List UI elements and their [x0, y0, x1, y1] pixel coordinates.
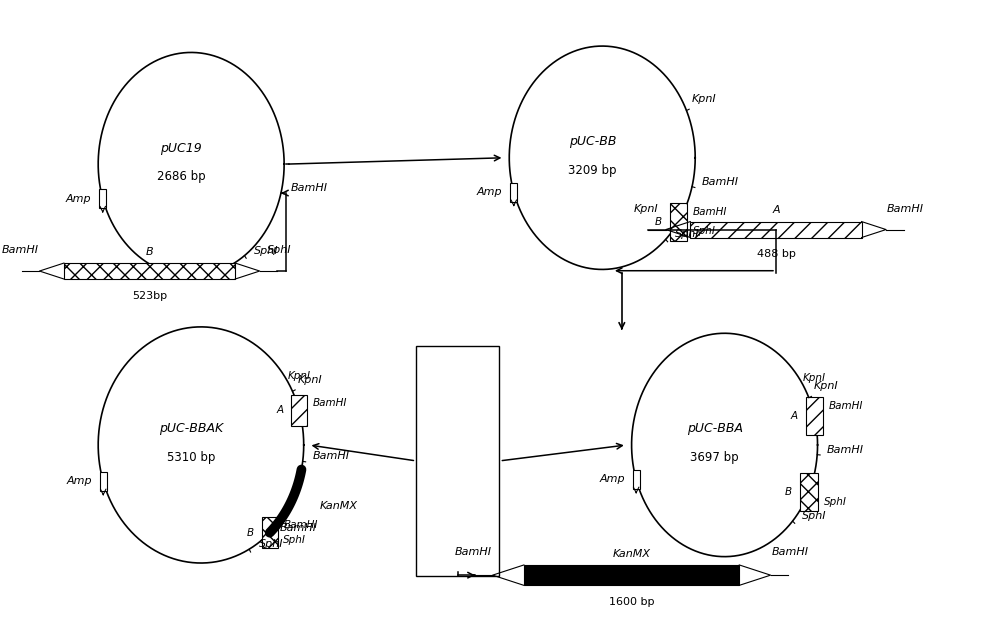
Text: SphI: SphI	[824, 497, 846, 507]
Text: BamHI: BamHI	[280, 522, 317, 533]
Text: BamHI: BamHI	[291, 183, 328, 193]
Bar	[416, 346, 499, 576]
Bar	[100, 472, 107, 491]
Bar	[690, 222, 862, 238]
Text: KanMX: KanMX	[613, 549, 651, 558]
Text: 523bp: 523bp	[132, 290, 167, 301]
Text: SphI: SphI	[267, 246, 292, 255]
Text: B: B	[785, 487, 792, 497]
Text: KanMX: KanMX	[320, 501, 358, 511]
Text: B: B	[655, 217, 662, 227]
Text: A: A	[276, 406, 284, 415]
Text: A: A	[791, 411, 798, 421]
Text: pUC-BBAK: pUC-BBAK	[159, 422, 223, 435]
Text: BamHI: BamHI	[455, 547, 492, 557]
Bar	[291, 395, 307, 426]
Text: BamHI: BamHI	[313, 398, 347, 408]
Text: BamHI: BamHI	[313, 451, 350, 462]
Text: 3697 bp: 3697 bp	[690, 451, 739, 464]
Text: 1600 bp: 1600 bp	[609, 597, 654, 607]
Text: KpnI: KpnI	[691, 94, 716, 104]
Text: 2686 bp: 2686 bp	[157, 171, 206, 183]
Text: pUC19: pUC19	[161, 142, 202, 154]
Text: 488 bp: 488 bp	[757, 249, 795, 259]
Text: BamHI: BamHI	[1, 246, 38, 255]
Bar	[800, 473, 818, 512]
Text: Amp: Amp	[66, 476, 92, 487]
Text: 5310 bp: 5310 bp	[167, 451, 215, 464]
Text: Amp: Amp	[66, 194, 91, 204]
Bar	[633, 470, 640, 489]
Text: BamHI: BamHI	[829, 401, 863, 412]
Bar	[64, 263, 235, 279]
Text: A: A	[772, 205, 780, 215]
Bar	[670, 203, 687, 241]
Text: BamHI: BamHI	[702, 176, 739, 187]
Text: pUC-BBA: pUC-BBA	[687, 422, 743, 435]
Text: KpnI: KpnI	[634, 204, 659, 214]
Text: SphI: SphI	[802, 511, 827, 521]
Text: B: B	[247, 528, 254, 538]
Text: BamHI: BamHI	[827, 445, 864, 454]
Text: Amp: Amp	[599, 474, 625, 485]
Text: KpnI: KpnI	[814, 381, 838, 391]
Text: Amp: Amp	[477, 187, 503, 197]
Text: BamHI: BamHI	[693, 207, 727, 217]
Bar	[510, 183, 517, 202]
Bar	[262, 517, 278, 548]
Text: SphI: SphI	[254, 246, 279, 256]
Text: SphI: SphI	[675, 229, 700, 239]
Text: B: B	[146, 247, 153, 256]
Text: BamHI: BamHI	[887, 204, 924, 214]
Text: BamHI: BamHI	[283, 520, 318, 530]
Bar	[99, 189, 106, 208]
Bar	[524, 565, 739, 585]
Text: SphI: SphI	[693, 226, 716, 237]
Text: BamHI: BamHI	[772, 547, 809, 557]
Text: SphI: SphI	[259, 539, 283, 549]
Text: SphI: SphI	[283, 535, 306, 545]
Text: pUC-BB: pUC-BB	[569, 135, 616, 148]
Text: 3209 bp: 3209 bp	[568, 164, 617, 177]
Bar	[806, 397, 823, 435]
Text: KpnI: KpnI	[297, 375, 322, 385]
Text: KpnI: KpnI	[288, 371, 311, 381]
Text: KpnI: KpnI	[803, 373, 826, 383]
